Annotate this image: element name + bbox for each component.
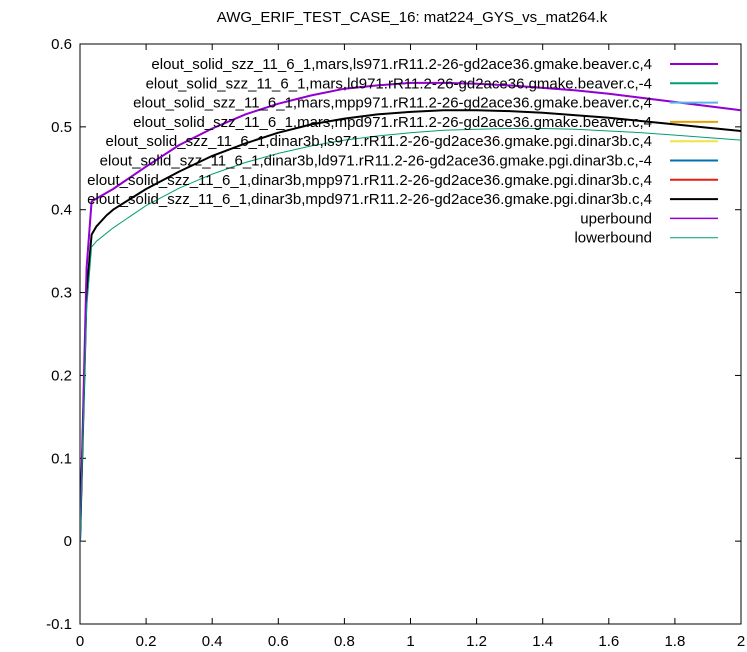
- y-tick-label: 0.6: [51, 36, 72, 53]
- series-line-9: [80, 128, 741, 542]
- series-line-8: [80, 82, 741, 542]
- chart-title: AWG_ERIF_TEST_CASE_16: mat224_GYS_vs_mat…: [217, 9, 608, 26]
- x-tick-label: 0: [76, 633, 84, 650]
- legend-label: elout_solid_szz_11_6_1,mars,mpd971.rR11.…: [133, 114, 652, 131]
- series-line-7: [80, 109, 741, 542]
- axis-ticks: -0.100.10.20.30.40.50.60 0.2 0.4 0.6 0.8 1 1.2…: [46, 36, 745, 650]
- y-tick-label: 0.4: [51, 202, 72, 219]
- legend-label: elout_solid_szz_11_6_1,mars,ld971.rR11.2…: [146, 75, 652, 92]
- x-tick-label: 1: [406, 633, 414, 650]
- legend-label: elout_solid_szz_11_6_1,dinar3b,mpd971.rR…: [87, 191, 652, 208]
- x-tick-label: 0.8: [334, 633, 355, 650]
- legend-label: elout_solid_szz_11_6_1,dinar3b,mpp971.rR…: [87, 172, 652, 189]
- series-layer: [80, 81, 741, 542]
- x-tick-label: 1.2: [466, 633, 487, 650]
- x-tick-label: 0.6: [268, 633, 289, 650]
- x-tick-label: 2: [737, 633, 745, 650]
- x-tick-label: 1.6: [598, 633, 619, 650]
- legend-label: uperbound: [580, 210, 652, 227]
- legend-label: elout_solid_szz_11_6_1,mars,mpp971.rR11.…: [133, 95, 652, 112]
- legend-label: elout_solid_szz_11_6_1,dinar3b,ld971.rR1…: [100, 153, 652, 170]
- legend: elout_solid_szz_11_6_1,mars,ls971.rR11.2…: [87, 56, 718, 247]
- y-tick-label: 0.1: [51, 450, 72, 467]
- y-tick-label: 0: [64, 533, 72, 550]
- legend-label: elout_solid_szz_11_6_1,dinar3b,ls971.rR1…: [106, 133, 652, 150]
- x-tick-label: 1.4: [532, 633, 553, 650]
- plot-frame: [79, 43, 742, 625]
- legend-label: elout_solid_szz_11_6_1,mars,ls971.rR11.2…: [151, 56, 652, 73]
- legend-label: lowerbound: [574, 230, 652, 247]
- y-tick-label: 0.3: [51, 285, 72, 302]
- y-tick-label: 0.2: [51, 367, 72, 384]
- x-tick-label: 0.4: [202, 633, 223, 650]
- x-tick-label: 0.2: [136, 633, 157, 650]
- y-tick-label: 0.5: [51, 119, 72, 136]
- y-tick-label: -0.1: [46, 616, 72, 633]
- x-tick-label: 1.8: [664, 633, 685, 650]
